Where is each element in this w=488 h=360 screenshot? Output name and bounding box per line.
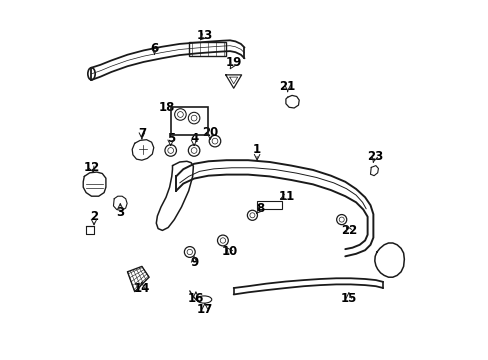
Text: 12: 12 bbox=[83, 161, 100, 174]
Text: 16: 16 bbox=[187, 292, 203, 305]
Text: 14: 14 bbox=[133, 282, 150, 294]
Text: 5: 5 bbox=[166, 132, 175, 145]
Text: 9: 9 bbox=[189, 256, 198, 269]
Text: 22: 22 bbox=[340, 224, 356, 237]
Text: 15: 15 bbox=[340, 292, 356, 305]
Text: 2: 2 bbox=[90, 210, 98, 222]
Text: 10: 10 bbox=[222, 246, 238, 258]
Bar bbox=[188, 42, 226, 56]
Text: 1: 1 bbox=[252, 143, 261, 156]
Bar bbox=[171, 107, 208, 135]
Text: 3: 3 bbox=[116, 206, 124, 219]
Text: 21: 21 bbox=[279, 80, 295, 93]
Text: 11: 11 bbox=[278, 190, 294, 203]
Text: 23: 23 bbox=[366, 150, 382, 163]
Text: 20: 20 bbox=[202, 126, 218, 139]
Text: 17: 17 bbox=[196, 303, 213, 316]
Text: 13: 13 bbox=[196, 29, 213, 42]
Bar bbox=[257, 201, 282, 209]
Text: 7: 7 bbox=[138, 127, 145, 140]
Text: 4: 4 bbox=[189, 132, 198, 145]
Text: 18: 18 bbox=[159, 101, 175, 114]
Text: 6: 6 bbox=[150, 42, 158, 55]
Text: 19: 19 bbox=[225, 57, 242, 69]
Text: 8: 8 bbox=[256, 202, 264, 215]
